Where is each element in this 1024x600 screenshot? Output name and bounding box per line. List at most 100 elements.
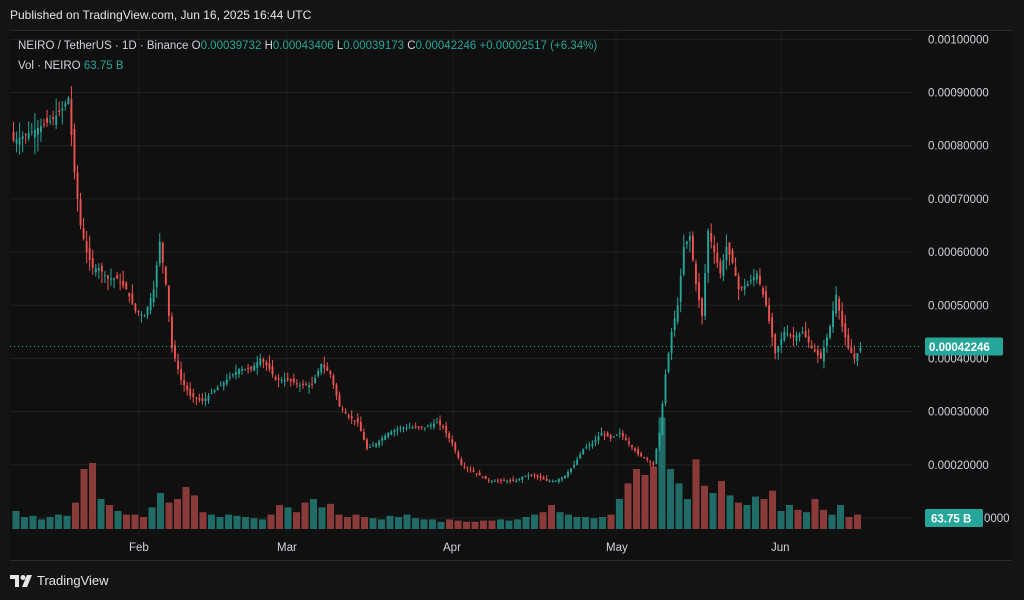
volume-bar: [522, 517, 530, 529]
candle-down: [463, 466, 466, 468]
candle-down: [819, 352, 822, 359]
candle-up: [493, 480, 496, 482]
candle-down: [265, 362, 268, 366]
volume-bar: [106, 505, 113, 529]
volume-bar: [412, 518, 419, 529]
candle-up: [210, 393, 213, 395]
candle-up: [490, 480, 493, 482]
candle-down: [347, 415, 350, 417]
candle-up: [33, 129, 36, 138]
candle-down: [774, 334, 777, 354]
candle-down: [201, 398, 204, 402]
candle-down: [710, 232, 713, 242]
candles: [12, 86, 862, 485]
volume-bar: [80, 469, 88, 529]
candle-down: [12, 131, 15, 141]
candle-up: [795, 335, 798, 341]
volume-bar: [531, 514, 538, 529]
symbol-label[interactable]: NEIRO / TetherUS · 1D · Binance: [18, 40, 189, 52]
candle-down: [734, 267, 737, 277]
candle-up: [615, 434, 618, 436]
candle-up: [521, 477, 524, 480]
price-chart[interactable]: 0.00100000 0.00090000 0.00080000 0.00070000…: [10, 30, 1012, 559]
candle-down: [496, 480, 499, 482]
volume-bar: [55, 514, 62, 529]
y-tick-label: 0.00030000: [928, 407, 989, 419]
candle-up: [396, 428, 399, 431]
candle-down: [804, 330, 807, 338]
volume-bar: [335, 514, 343, 529]
candle-up: [152, 289, 155, 303]
candle-down: [167, 285, 170, 316]
volume-bar: [182, 487, 190, 529]
candle-up: [826, 337, 828, 346]
candle-up: [594, 440, 597, 443]
candle-down: [292, 378, 295, 383]
candle-up: [222, 382, 225, 386]
x-tick-label: Feb: [129, 542, 149, 554]
candle-down: [183, 379, 186, 386]
volume-bar: [233, 515, 241, 529]
volume-bar: [582, 517, 589, 529]
volume-bar: [837, 505, 844, 529]
open-label: O: [191, 40, 201, 52]
volume-bar: [786, 505, 793, 529]
candle-up: [746, 284, 749, 286]
candle-down: [442, 426, 445, 428]
volume-bar: [429, 519, 436, 529]
candle-up: [423, 427, 426, 429]
candle-up: [676, 305, 679, 322]
volume-bar: [692, 459, 700, 529]
candle-up: [238, 369, 240, 375]
y-tick-label: 0.00090000: [928, 88, 989, 100]
candle-up: [743, 285, 746, 290]
volume-bar: [794, 509, 802, 529]
x-tick-label: Mar: [277, 542, 297, 554]
candle-up: [557, 479, 560, 482]
candle-down: [122, 280, 125, 286]
candle-down: [606, 432, 609, 437]
brand-label[interactable]: TradingView: [37, 573, 109, 588]
candle-down: [454, 443, 457, 451]
candle-up: [829, 326, 831, 338]
candle-down: [52, 117, 55, 120]
candle-up: [94, 268, 97, 273]
candle-down: [171, 316, 173, 348]
volume-bar: [820, 509, 827, 529]
candle-up: [64, 103, 67, 107]
candle-down: [335, 384, 338, 396]
y-tick-label: 0.00020000: [928, 460, 989, 472]
volume-bar: [140, 517, 147, 529]
volume-bar: [208, 514, 215, 529]
volume-bar: [293, 512, 300, 529]
candle-up: [570, 468, 572, 472]
x-tick-label: Apr: [443, 542, 461, 554]
volume-bar: [599, 517, 606, 529]
x-tick-label: May: [606, 542, 628, 554]
candle-down: [445, 425, 448, 433]
volume-bar: [675, 483, 683, 529]
candle-down: [701, 298, 703, 316]
candle-up: [548, 480, 551, 482]
candle-up: [256, 362, 259, 368]
candle-up: [704, 273, 707, 316]
high-value: 0.00043406: [272, 40, 334, 52]
candle-down: [107, 275, 109, 279]
change-value: +0.00002517 (+6.34%): [479, 40, 598, 52]
volume-bar: [667, 469, 674, 529]
candle-up: [835, 294, 838, 314]
candle-down: [271, 366, 274, 375]
volume-bar: [344, 517, 351, 529]
candle-up: [140, 314, 143, 316]
y-tick-label: 0000: [984, 513, 1010, 525]
candle-down: [649, 461, 652, 463]
candle-up: [426, 426, 429, 428]
candle-down: [484, 475, 487, 480]
candle-up: [582, 448, 585, 455]
candle-down: [73, 129, 76, 173]
candle-down: [70, 99, 73, 136]
candle-up: [113, 278, 116, 280]
candle-down: [359, 421, 362, 432]
candle-down: [305, 384, 307, 386]
candle-up: [591, 443, 594, 446]
